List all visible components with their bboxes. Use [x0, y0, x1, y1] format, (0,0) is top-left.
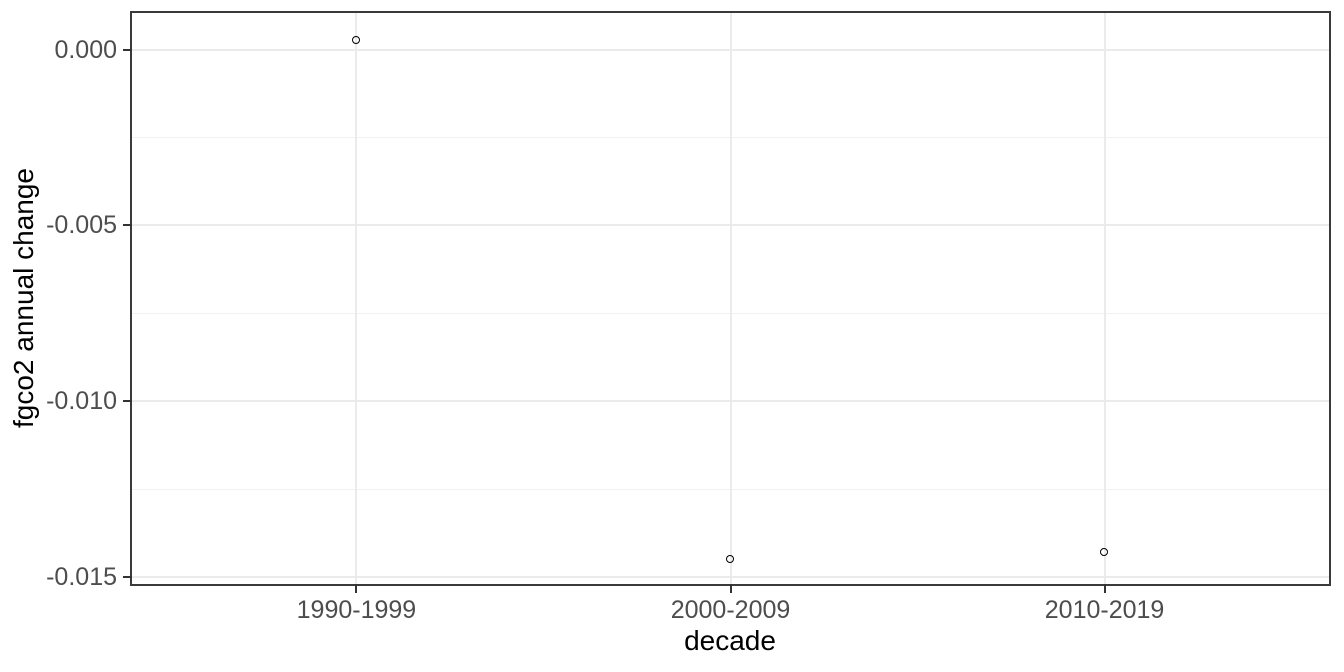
- y-axis-tick-mark: [123, 400, 132, 403]
- data-point: [725, 554, 734, 563]
- y-axis-tick-label: -0.015: [46, 562, 117, 591]
- y-axis-tick-label: -0.005: [46, 211, 117, 240]
- gridline-major-vertical: [355, 13, 358, 584]
- gridline-major-vertical: [1103, 13, 1106, 584]
- x-axis-tick-label: 2000-2009: [670, 596, 791, 624]
- x-axis-tick-mark: [355, 584, 358, 593]
- x-axis-title: decade: [684, 625, 776, 656]
- y-axis-tick-mark: [123, 48, 132, 51]
- data-point: [1099, 547, 1108, 556]
- x-axis-tick-mark: [1103, 584, 1106, 593]
- x-axis-tick-label: 1990-1999: [296, 596, 417, 624]
- y-axis-tick-mark: [123, 224, 132, 227]
- y-axis-tick-label: 0.000: [54, 35, 117, 64]
- y-axis-tick-label: -0.010: [46, 387, 117, 416]
- data-point: [351, 36, 360, 45]
- y-axis-tick-mark: [123, 575, 132, 578]
- x-axis-tick-mark: [729, 584, 732, 593]
- x-axis-tick-label: 2010-2019: [1044, 596, 1165, 624]
- gridline-major-vertical: [729, 13, 732, 584]
